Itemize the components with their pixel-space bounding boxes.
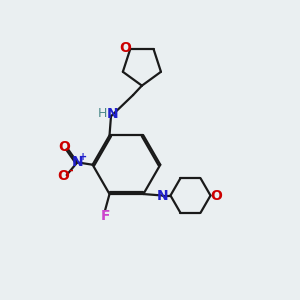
Text: N: N (106, 107, 118, 121)
Text: +: + (79, 152, 87, 162)
Text: O: O (211, 188, 222, 203)
Text: N: N (157, 188, 168, 203)
Text: -: - (68, 166, 73, 176)
Text: F: F (100, 209, 110, 223)
Text: O: O (57, 169, 69, 184)
Text: O: O (119, 41, 131, 55)
Text: H: H (98, 107, 107, 120)
Text: N: N (71, 155, 83, 170)
Text: O: O (58, 140, 70, 154)
